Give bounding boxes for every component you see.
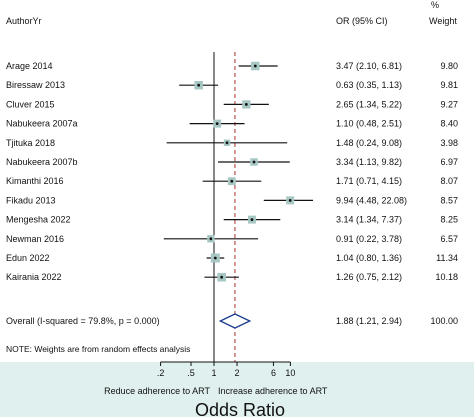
or-ci-value: 1.04 (0.80, 1.36)	[336, 253, 402, 263]
overall-weight-value: 100.00	[430, 316, 458, 326]
or-ci-value: 3.34 (1.13, 9.82)	[336, 157, 402, 167]
weight-value: 9.27	[440, 99, 458, 109]
x-tick-label: 1	[211, 368, 216, 378]
or-ci-value: 0.63 (0.35, 1.13)	[336, 80, 402, 90]
point-estimate	[244, 103, 248, 106]
x-axis-title: Odds Ratio	[195, 400, 285, 417]
point-estimate	[253, 64, 257, 68]
overall-label: Overall (I-squared = 79.8%, p = 0.000)	[6, 316, 160, 326]
study-label: Edun 2022	[6, 253, 50, 263]
or-ci-value: 1.71 (0.71, 4.15)	[336, 176, 402, 186]
point-estimate	[197, 83, 201, 87]
or-ci-value: 1.48 (0.24, 9.08)	[336, 138, 402, 148]
or-ci-value: 3.14 (1.34, 7.37)	[336, 215, 402, 225]
x-annotation-right: Increase adherence to ART	[218, 386, 328, 396]
weight-value: 8.07	[440, 176, 458, 186]
study-label: Arage 2014	[6, 61, 53, 71]
or-ci-value: 1.10 (0.48, 2.51)	[336, 119, 402, 129]
study-label: Tjituka 2018	[6, 138, 55, 148]
overall-or-ci-value: 1.88 (1.21, 2.94)	[336, 316, 402, 326]
or-ci-value: 2.65 (1.34, 5.22)	[336, 99, 402, 109]
header-weight-col: Weight	[429, 16, 457, 26]
weight-value: 9.81	[440, 80, 458, 90]
weight-value: 6.57	[440, 234, 458, 244]
weight-value: 10.18	[435, 272, 458, 282]
study-label: Biressaw 2013	[6, 80, 65, 90]
point-estimate	[252, 160, 256, 164]
study-label: Mengesha 2022	[6, 215, 71, 225]
weight-value: 8.40	[440, 119, 458, 129]
study-label: Kimanthi 2016	[6, 176, 64, 186]
header-or-col: OR (95% CI)	[336, 16, 388, 26]
header-study-col: AuthorYr	[6, 16, 42, 26]
x-tick-label: .5	[187, 368, 195, 378]
weight-value: 11.34	[436, 253, 458, 263]
point-estimate	[230, 179, 234, 183]
point-estimate	[220, 275, 224, 279]
point-estimate	[288, 199, 292, 202]
weight-value: 6.97	[440, 157, 458, 167]
study-label: Newman 2016	[6, 234, 64, 244]
study-label: Fikadu 2013	[6, 195, 56, 205]
x-tick-label: 2	[234, 368, 239, 378]
or-ci-value: 1.26 (0.75, 2.12)	[336, 272, 402, 282]
study-label: Nabukeera 2007b	[6, 157, 78, 167]
x-tick-label: .2	[157, 368, 165, 378]
x-tick-label: 10	[285, 368, 295, 378]
header-weight-pct: %	[431, 0, 439, 10]
study-label: Kairania 2022	[6, 272, 62, 282]
point-estimate	[209, 237, 213, 241]
study-label: Nabukeera 2007a	[6, 119, 78, 129]
x-tick-label: 6	[271, 368, 276, 378]
weight-value: 8.57	[440, 195, 458, 205]
point-estimate	[250, 218, 254, 222]
weights-note: NOTE: Weights are from random effects an…	[6, 344, 190, 354]
or-ci-value: 0.91 (0.22, 3.78)	[336, 234, 402, 244]
study-label: Cluver 2015	[6, 99, 55, 109]
point-estimate	[213, 256, 217, 260]
weight-value: 9.80	[440, 61, 458, 71]
point-estimate	[225, 141, 229, 145]
point-estimate	[215, 122, 219, 125]
weight-value: 3.98	[440, 138, 458, 148]
or-ci-value: 9.94 (4.48, 22.08)	[336, 195, 407, 205]
x-annotation-left: Reduce adherence to ART	[104, 386, 210, 396]
or-ci-value: 3.47 (2.10, 6.81)	[336, 61, 402, 71]
weight-value: 8.25	[440, 215, 458, 225]
overall-diamond	[218, 313, 252, 329]
